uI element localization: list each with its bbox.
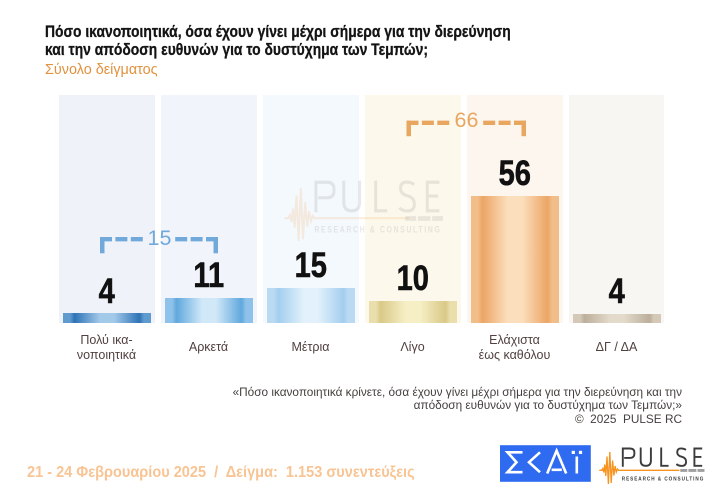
svg-text:RESEARCH & CONSULTING: RESEARCH & CONSULTING (622, 476, 705, 482)
svg-text:RESEARCH & CONSULTING: RESEARCH & CONSULTING (314, 225, 441, 235)
